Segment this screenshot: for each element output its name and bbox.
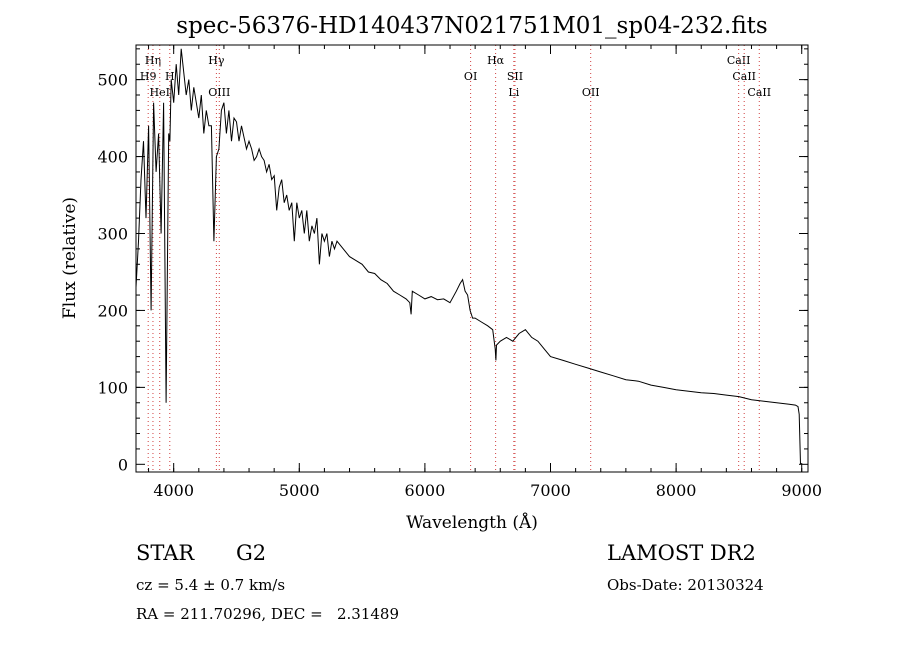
y-axis-label: Flux (relative) bbox=[60, 197, 80, 319]
y-tick-label: 0 bbox=[118, 455, 128, 474]
line-marker-label: OI bbox=[464, 70, 477, 83]
line-marker-label: CaII bbox=[747, 86, 771, 99]
plot-frame bbox=[135, 44, 809, 473]
survey-name: LAMOST DR2 bbox=[607, 541, 756, 565]
y-tick-label: 100 bbox=[97, 378, 128, 397]
line-marker-label: CaII bbox=[727, 54, 751, 67]
chart-title: spec-56376-HD140437N021751M01_sp04-232.f… bbox=[176, 13, 767, 39]
redshift-cz: cz = 5.4 ± 0.7 km/s bbox=[136, 576, 286, 594]
x-axis-label: Wavelength (Å) bbox=[406, 512, 538, 533]
y-tick-label: 300 bbox=[97, 224, 128, 243]
y-tick-label: 400 bbox=[97, 148, 128, 167]
x-tick-label: 6000 bbox=[405, 481, 446, 500]
line-marker-label: HeI bbox=[150, 86, 170, 99]
line-marker-label: H bbox=[165, 70, 175, 83]
line-marker-label: H9 bbox=[140, 70, 157, 83]
line-marker-label: OIII bbox=[208, 86, 230, 99]
spectral-subclass: G2 bbox=[236, 541, 267, 565]
line-marker-label: CaII bbox=[732, 70, 756, 83]
observation-date: Obs-Date: 20130324 bbox=[607, 576, 764, 594]
line-marker-label: Hγ bbox=[208, 54, 225, 67]
x-tick-label: 8000 bbox=[656, 481, 697, 500]
line-marker-label: OII bbox=[582, 86, 600, 99]
coordinates: RA = 211.70296, DEC = 2.31489 bbox=[136, 605, 400, 623]
x-axis-ticks: 4000 5000 6000 7000 8000 9000 bbox=[148, 45, 822, 500]
y-tick-label: 200 bbox=[97, 301, 128, 320]
x-tick-label: 5000 bbox=[279, 481, 320, 500]
line-marker-label: Li bbox=[508, 86, 519, 99]
line-marker-label: Hη bbox=[145, 54, 161, 67]
y-axis-ticks: 0 100 200 300 400 500 bbox=[97, 48, 808, 474]
line-marker-label: SII bbox=[507, 70, 523, 83]
object-type: STAR bbox=[136, 541, 195, 565]
line-marker-label: Hα bbox=[487, 54, 505, 67]
y-tick-label: 500 bbox=[97, 71, 128, 90]
x-tick-label: 7000 bbox=[530, 481, 571, 500]
x-tick-label: 4000 bbox=[153, 481, 194, 500]
spectrum-line bbox=[135, 48, 801, 465]
x-tick-label: 9000 bbox=[781, 481, 822, 500]
